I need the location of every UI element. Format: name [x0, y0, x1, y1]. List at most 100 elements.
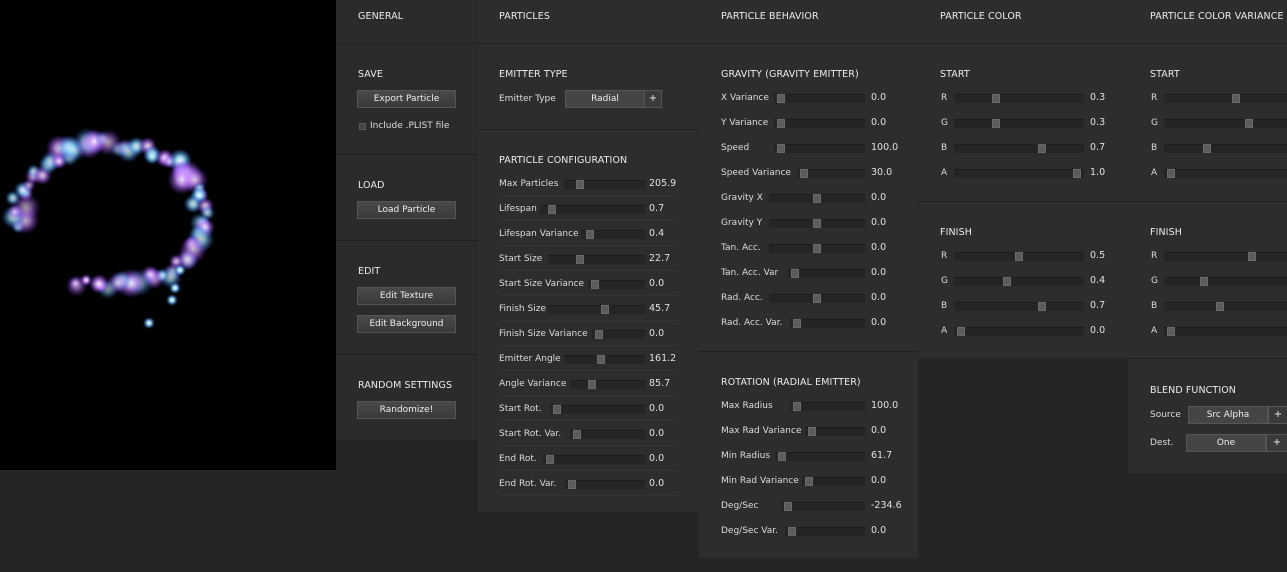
color-finish-slider[interactable]	[954, 302, 1084, 311]
config-row-slider[interactable]	[565, 480, 645, 489]
include-plist-checkbox[interactable]	[359, 123, 366, 130]
gravity-row-slider[interactable]	[774, 94, 865, 103]
gravity-row-slider[interactable]	[769, 244, 865, 253]
config-row-slider-handle[interactable]	[547, 205, 556, 214]
gravity-row-slider[interactable]	[774, 119, 865, 128]
variance-start-slider[interactable]	[1164, 169, 1287, 178]
gravity-row-slider-handle[interactable]	[777, 144, 785, 153]
config-row-slider-handle[interactable]	[595, 330, 603, 339]
variance-start-slider[interactable]	[1164, 144, 1287, 153]
variance-finish-slider[interactable]	[1164, 252, 1287, 261]
config-row-slider[interactable]	[543, 455, 645, 464]
gravity-row-slider-handle[interactable]	[777, 119, 785, 128]
config-row-slider[interactable]	[570, 380, 645, 389]
config-row-slider[interactable]	[550, 405, 645, 414]
color-finish-slider-handle[interactable]	[1003, 277, 1012, 286]
color-finish-slider-handle[interactable]	[957, 327, 965, 336]
gravity-row-slider[interactable]	[790, 319, 865, 328]
gravity-row-slider-handle[interactable]	[791, 269, 799, 278]
variance-finish-slider-handle[interactable]	[1216, 302, 1225, 311]
particle-preview-canvas[interactable]	[0, 0, 336, 470]
edit-texture-button[interactable]: Edit Texture	[357, 287, 456, 305]
config-row-slider[interactable]	[588, 280, 645, 289]
config-row-slider-handle[interactable]	[597, 355, 606, 364]
variance-start-slider-handle[interactable]	[1167, 169, 1175, 178]
rotation-row-slider[interactable]	[802, 477, 865, 486]
variance-start-slider[interactable]	[1164, 94, 1287, 103]
rotation-row-slider[interactable]	[775, 452, 865, 461]
color-start-slider[interactable]	[954, 144, 1084, 153]
color-start-slider[interactable]	[954, 94, 1084, 103]
variance-finish-slider-handle[interactable]	[1167, 327, 1175, 336]
rotation-row-slider-handle[interactable]	[793, 402, 801, 411]
variance-finish-slider-handle[interactable]	[1247, 252, 1256, 261]
config-row-slider-handle[interactable]	[553, 405, 561, 414]
randomize-button[interactable]: Randomize!	[357, 401, 456, 419]
rotation-row-slider[interactable]	[781, 502, 865, 511]
gravity-row-slider-handle[interactable]	[813, 244, 821, 253]
config-row-slider-handle[interactable]	[576, 180, 585, 189]
color-finish-slider[interactable]	[954, 277, 1084, 286]
variance-finish-slider[interactable]	[1164, 277, 1287, 286]
blend-source-plus-button[interactable]: +	[1268, 406, 1287, 424]
gravity-row-slider-handle[interactable]	[793, 319, 801, 328]
config-row-slider-handle[interactable]	[546, 455, 554, 464]
variance-finish-slider[interactable]	[1164, 302, 1287, 311]
variance-finish-slider-handle[interactable]	[1199, 277, 1208, 286]
rotation-row-slider-handle[interactable]	[805, 477, 813, 486]
emitter-type-dropdown[interactable]: Radial	[565, 90, 645, 108]
emitter-type-plus-button[interactable]: +	[644, 90, 662, 108]
gravity-row-slider-handle[interactable]	[777, 94, 785, 103]
color-start-slider-handle[interactable]	[991, 94, 1000, 103]
config-row-slider[interactable]	[564, 355, 645, 364]
gravity-row-slider[interactable]	[788, 269, 865, 278]
color-finish-slider-handle[interactable]	[1038, 302, 1047, 311]
blend-dest-dropdown[interactable]: One	[1186, 434, 1266, 452]
gravity-row-slider[interactable]	[769, 219, 865, 228]
config-row-slider[interactable]	[548, 305, 645, 314]
rotation-row-slider-handle[interactable]	[808, 427, 816, 436]
load-particle-button[interactable]: Load Particle	[357, 201, 456, 219]
edit-background-button[interactable]: Edit Background	[357, 315, 456, 333]
config-row-slider[interactable]	[548, 255, 645, 264]
config-row-slider[interactable]	[570, 430, 645, 439]
gravity-row-slider[interactable]	[769, 294, 865, 303]
gravity-row-slider-handle[interactable]	[813, 294, 821, 303]
rotation-row-slider[interactable]	[790, 402, 865, 411]
config-row-slider-handle[interactable]	[587, 380, 596, 389]
color-start-slider[interactable]	[954, 119, 1084, 128]
config-row-slider[interactable]	[564, 180, 645, 189]
variance-start-slider[interactable]	[1164, 119, 1287, 128]
color-start-slider-handle[interactable]	[1073, 169, 1081, 178]
color-start-slider-handle[interactable]	[1038, 144, 1047, 153]
config-row-slider[interactable]	[540, 205, 645, 214]
rotation-row-slider[interactable]	[785, 527, 865, 536]
export-particle-button[interactable]: Export Particle	[357, 90, 456, 108]
gravity-row-slider-handle[interactable]	[813, 219, 821, 228]
gravity-row-slider[interactable]	[797, 169, 865, 178]
config-row-slider[interactable]	[581, 230, 645, 239]
config-row-slider-handle[interactable]	[585, 230, 594, 239]
variance-start-slider-handle[interactable]	[1203, 144, 1212, 153]
rotation-row-slider-handle[interactable]	[788, 527, 796, 536]
color-start-slider[interactable]	[954, 169, 1084, 178]
blend-source-dropdown[interactable]: Src Alpha	[1188, 406, 1268, 424]
config-row-slider-handle[interactable]	[568, 480, 576, 489]
gravity-row-slider[interactable]	[774, 144, 865, 153]
rotation-row-slider-handle[interactable]	[778, 452, 786, 461]
gravity-row-slider[interactable]	[769, 194, 865, 203]
variance-start-slider-handle[interactable]	[1245, 119, 1253, 128]
variance-start-slider-handle[interactable]	[1232, 94, 1240, 103]
rotation-row-slider-handle[interactable]	[784, 502, 792, 511]
config-row-slider-handle[interactable]	[573, 430, 581, 439]
gravity-row-slider-handle[interactable]	[813, 194, 821, 203]
color-start-slider-handle[interactable]	[991, 119, 1000, 128]
gravity-row-slider-handle[interactable]	[800, 169, 808, 178]
config-row-slider-handle[interactable]	[591, 280, 599, 289]
color-finish-slider[interactable]	[954, 327, 1084, 336]
variance-finish-slider[interactable]	[1164, 327, 1287, 336]
color-finish-slider-handle[interactable]	[1015, 252, 1023, 261]
config-row-slider-handle[interactable]	[600, 305, 609, 314]
color-finish-slider[interactable]	[954, 252, 1084, 261]
rotation-row-slider[interactable]	[805, 427, 865, 436]
